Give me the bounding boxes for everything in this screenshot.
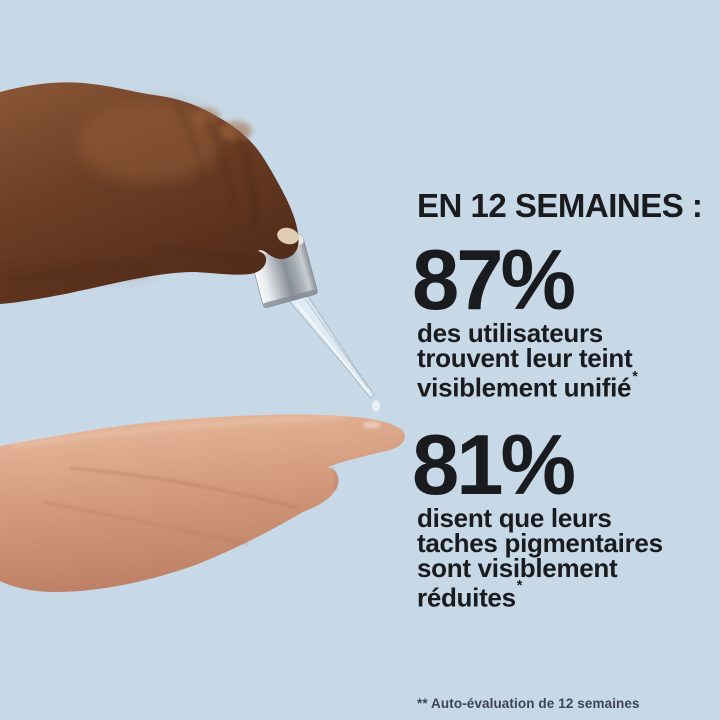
hand-silhouette bbox=[0, 82, 299, 304]
thumb-crease bbox=[154, 248, 253, 262]
footnote: ** Auto-évaluation de 12 semaines bbox=[417, 696, 640, 711]
stat-description: des utilisateurs trouvent leur teint vis… bbox=[417, 318, 717, 403]
pipette-glass-highlight bbox=[296, 302, 369, 393]
serum-drop bbox=[371, 400, 381, 412]
finger-separation-line bbox=[174, 102, 206, 185]
stat-value: 81% bbox=[412, 417, 576, 513]
headline: EN 12 SEMAINES : bbox=[417, 187, 703, 224]
stats-panel: EN 12 SEMAINES : 87% des utilisateurs tr… bbox=[412, 187, 717, 613]
stat-desc-text: visiblement unifié bbox=[417, 372, 632, 403]
stat-block-taches-reduites: 81% disent que leurs taches pigmentaires… bbox=[412, 423, 717, 613]
stat-desc-line: des utilisateurs bbox=[417, 318, 603, 348]
stat-desc-line: disent que leurs bbox=[417, 502, 612, 533]
finger-separation-line bbox=[236, 131, 256, 229]
finger-separation-line bbox=[331, 466, 338, 491]
dropper-pipette bbox=[288, 289, 376, 399]
palm-highlight bbox=[11, 415, 346, 448]
stat-desc-line: taches pigmentaires bbox=[417, 527, 663, 558]
knuckle-highlight bbox=[220, 121, 252, 141]
palm-silhouette bbox=[0, 414, 405, 592]
footnote-marker: * bbox=[632, 368, 638, 385]
dropper-cap-rim bbox=[263, 289, 318, 308]
open-palm-hand bbox=[0, 414, 405, 592]
stat-desc-line: trouvent leur teint bbox=[417, 343, 633, 373]
stat-desc-line: sont visiblement bbox=[417, 552, 618, 583]
palm-crease bbox=[69, 466, 299, 510]
fingernail bbox=[277, 227, 299, 245]
stat-value: 87% bbox=[412, 233, 576, 328]
stat-desc-text: réduites bbox=[417, 582, 516, 613]
footnote-marker: * bbox=[516, 578, 523, 595]
hand-holding-dropper bbox=[0, 82, 299, 304]
pipette-glass-shadow bbox=[304, 298, 369, 388]
stat-desc-line: réduites* bbox=[417, 578, 717, 613]
finger-separation-line bbox=[204, 115, 235, 211]
stat-block-teint-unifie: 87% des utilisateurs trouvent leur teint… bbox=[412, 238, 717, 403]
stat-desc-line: visiblement unifié* bbox=[417, 368, 717, 403]
wrist-shadow bbox=[0, 261, 151, 289]
stat-description: disent que leurs taches pigmentaires son… bbox=[417, 502, 717, 613]
fingertip-shine bbox=[363, 421, 381, 429]
palm-crease bbox=[41, 500, 249, 546]
